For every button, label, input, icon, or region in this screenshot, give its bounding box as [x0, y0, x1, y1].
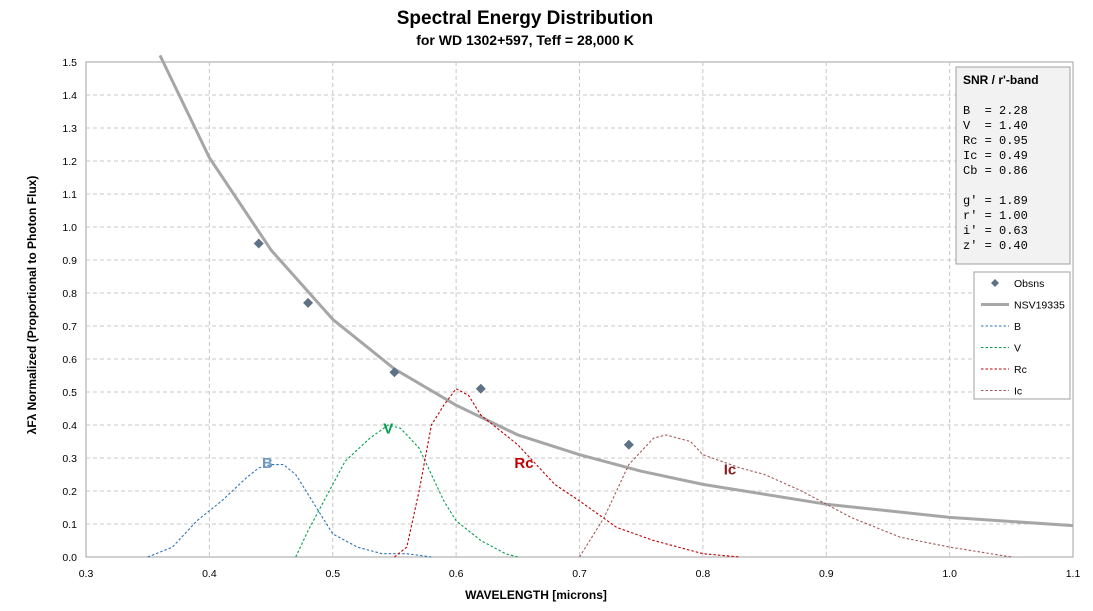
y-tick-label: 1.3: [62, 123, 77, 135]
legend-label: NSV19335: [1014, 300, 1065, 312]
legend-label: V: [1014, 343, 1021, 355]
band-annotations: B V Rc Ic: [262, 420, 736, 478]
series-layer: [147, 54, 1074, 558]
band-label-v: V: [383, 420, 393, 437]
y-tick-label: 0.4: [62, 420, 77, 432]
y-tick-label: 1.0: [62, 222, 77, 234]
series-line-rc: [394, 387, 740, 558]
y-tick-label: 1.2: [62, 156, 77, 168]
band-label-b: B: [262, 455, 273, 472]
band-label-ic: Ic: [724, 462, 737, 479]
legend-label: Rc: [1014, 364, 1027, 376]
y-tick-label: 0.0: [62, 552, 77, 564]
x-tick-label: 0.8: [696, 568, 711, 580]
snr-line: z' = 0.40: [963, 239, 1028, 253]
x-tick-label: 1.1: [1066, 568, 1081, 580]
y-tick-label: 0.9: [62, 255, 77, 267]
grid-lines: [86, 62, 1073, 557]
snr-line: i' = 0.63: [963, 224, 1028, 238]
observation-markers: [253, 238, 634, 450]
series-line-b: [147, 464, 432, 558]
y-tick-label: 0.5: [62, 387, 77, 399]
y-tick-label: 1.5: [62, 57, 77, 69]
observation-point: [475, 383, 486, 394]
y-tick-label: 0.8: [62, 288, 77, 300]
snr-box-title: SNR / r'-band: [963, 73, 1039, 87]
chart-subtitle: for WD 1302+597, Teff = 28,000 K: [416, 32, 634, 48]
snr-line: Ic = 0.49: [963, 149, 1028, 163]
x-tick-label: 0.9: [819, 568, 834, 580]
series-line-v: [295, 424, 518, 558]
y-tick-label: 1.1: [62, 189, 77, 201]
y-tick-labels: 0.0 0.1 0.2 0.3 0.4 0.5 0.6 0.7 0.8 0.9 1.0 1.1 1.2 1…: [62, 57, 77, 564]
x-tick-label: 0.5: [325, 568, 340, 580]
y-tick-label: 0.6: [62, 354, 77, 366]
band-label-rc: Rc: [514, 455, 533, 472]
legend: Obsns NSV19335 BV Rc Ic: [973, 271, 1071, 400]
snr-line: Cb = 0.86: [963, 164, 1028, 178]
observation-point: [303, 297, 314, 308]
observation-point: [623, 439, 634, 450]
snr-line: Rc = 0.95: [963, 134, 1028, 148]
x-tick-labels: 0.3 0.4 0.5 0.6 0.7 0.8 0.9 1.0 1.1: [79, 568, 1081, 580]
x-tick-label: 0.6: [449, 568, 464, 580]
x-tick-label: 0.3: [79, 568, 94, 580]
y-tick-label: 1.4: [62, 90, 77, 102]
x-tick-label: 0.4: [202, 568, 217, 580]
snr-line: V = 1.40: [963, 119, 1028, 133]
chart-title: Spectral Energy Distribution: [397, 8, 654, 29]
legend-label: Obsns: [1014, 278, 1044, 290]
snr-line: g' = 1.89: [963, 194, 1028, 208]
legend-label: B: [1014, 321, 1021, 333]
x-axis-label: WAVELENGTH [microns]: [465, 588, 607, 602]
snr-line: B = 2.28: [963, 104, 1028, 118]
series-line-ic: [579, 434, 1012, 558]
x-tick-label: 1.0: [942, 568, 957, 580]
observation-point: [253, 238, 264, 249]
legend-label: Ic: [1014, 386, 1022, 398]
x-tick-label: 0.7: [572, 568, 587, 580]
y-axis-label: λFλ Normalized (Proportional to Photon F…: [25, 176, 39, 435]
legend-items: Obsns NSV19335 BV Rc Ic: [981, 278, 1065, 398]
y-tick-label: 0.2: [62, 486, 77, 498]
snr-line: r' = 1.00: [963, 209, 1028, 223]
y-tick-label: 0.7: [62, 321, 77, 333]
y-tick-label: 0.1: [62, 519, 77, 531]
legend-swatch-marker: [991, 279, 999, 287]
observation-point: [389, 367, 400, 378]
y-tick-label: 0.3: [62, 453, 77, 465]
